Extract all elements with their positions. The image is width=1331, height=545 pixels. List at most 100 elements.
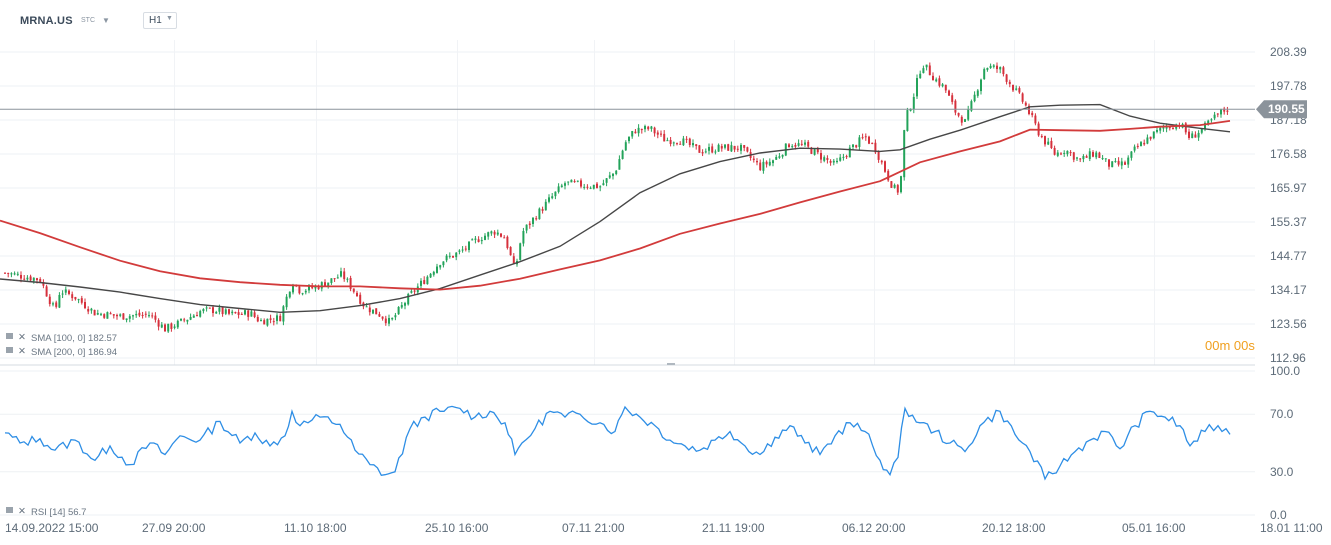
candle-body	[1053, 147, 1056, 155]
candle-body	[119, 314, 122, 316]
candle-body	[535, 218, 538, 220]
candle-body	[640, 128, 643, 131]
candle-body	[208, 307, 211, 309]
price-tick-label: 197.78	[1270, 79, 1307, 93]
candle-body	[679, 143, 682, 145]
candle-body	[573, 181, 576, 183]
candle-body	[887, 170, 890, 181]
candle-body	[48, 296, 51, 305]
candle-body	[404, 303, 406, 306]
candle-body	[720, 146, 723, 149]
candle-body	[1040, 135, 1043, 138]
candle-body	[804, 142, 806, 145]
candle-body	[436, 266, 438, 273]
panel-resize-handle[interactable]	[667, 363, 675, 365]
candle-body	[170, 323, 173, 329]
candle-body	[1216, 113, 1219, 115]
candle-body	[189, 317, 192, 320]
candle-body	[842, 156, 845, 158]
candle-body	[500, 233, 502, 237]
symbol-label[interactable]: MRNA.US	[20, 15, 73, 27]
candle-body	[1213, 114, 1216, 119]
candle-body	[490, 231, 493, 234]
candle-body	[237, 312, 240, 315]
candle-body	[426, 276, 429, 285]
candle-body	[794, 144, 797, 147]
legend-rsi[interactable]: ✕ RSI [14] 56.7	[6, 506, 86, 518]
candle-body	[1072, 152, 1075, 160]
candle-body	[618, 159, 621, 170]
candle-body	[1188, 131, 1190, 138]
candle-body	[349, 278, 352, 289]
candle-body	[612, 173, 614, 177]
chevron-down-icon: ▼	[166, 15, 173, 22]
candle-body	[1159, 127, 1162, 131]
candle-body	[468, 241, 470, 251]
close-icon[interactable]: ✕	[18, 506, 26, 517]
candle-body	[135, 313, 138, 316]
candle-body	[311, 285, 314, 289]
candle-body	[487, 232, 490, 237]
candle-body	[1092, 152, 1094, 157]
candle-body	[1226, 110, 1229, 112]
candle-body	[186, 319, 189, 322]
candle-body	[759, 162, 762, 171]
candle-body	[660, 133, 662, 135]
close-icon[interactable]: ✕	[18, 346, 26, 357]
candle-body	[253, 312, 256, 317]
candle-body	[1018, 88, 1021, 93]
candle-body	[912, 96, 915, 110]
candle-body	[967, 109, 970, 120]
legend-sma100[interactable]: ✕ SMA [100, 0] 182.57	[6, 332, 117, 344]
candle-body	[986, 67, 989, 70]
candle-body	[64, 289, 67, 293]
candle-body	[893, 184, 896, 188]
candle-body	[973, 94, 976, 102]
candle-body	[1076, 157, 1078, 159]
candle-body	[42, 282, 45, 286]
price-tick-label: 112.96	[1270, 351, 1306, 365]
candle-body	[90, 308, 93, 311]
sma-lines	[0, 103, 1231, 314]
candle-body	[394, 315, 397, 318]
candle-body	[263, 320, 266, 325]
candle-body	[397, 306, 400, 315]
candle-body	[695, 144, 698, 147]
candle-body	[1021, 93, 1024, 102]
candle-body	[512, 256, 515, 264]
chevron-down-icon[interactable]: ▼	[102, 16, 110, 25]
candle-body	[301, 293, 304, 295]
candle-body	[685, 138, 688, 140]
candle-body	[282, 306, 285, 322]
candle-body	[272, 321, 275, 323]
candle-body	[711, 146, 714, 153]
rsi-series	[4, 405, 1231, 481]
candle-body	[733, 145, 736, 150]
candle-body	[925, 64, 928, 68]
timeframe-select[interactable]: H1 ▼	[143, 12, 177, 29]
candle-body	[1028, 105, 1030, 114]
price-tick-label: 123.56	[1270, 317, 1307, 331]
candle-body	[202, 309, 205, 312]
list-icon	[6, 507, 13, 513]
close-icon[interactable]: ✕	[18, 332, 26, 343]
candle-body	[916, 78, 918, 97]
candle-body	[730, 145, 733, 152]
candle-body	[1063, 152, 1066, 154]
candle-body	[58, 295, 61, 308]
candle-body	[1184, 123, 1187, 133]
candle-body	[471, 239, 474, 241]
price-tick-label: 165.97	[1270, 181, 1307, 195]
candle-body	[570, 179, 573, 183]
candle-body	[423, 280, 426, 284]
candle-body	[976, 90, 979, 96]
legend-sma200[interactable]: ✕ SMA [200, 0] 186.94	[6, 346, 117, 358]
candle-body	[103, 314, 106, 318]
candle-body	[375, 308, 378, 315]
candle-body	[320, 282, 323, 289]
candle-body	[960, 116, 963, 123]
candle-body	[1024, 102, 1027, 106]
candle-body	[157, 320, 160, 327]
candle-body	[772, 160, 774, 164]
